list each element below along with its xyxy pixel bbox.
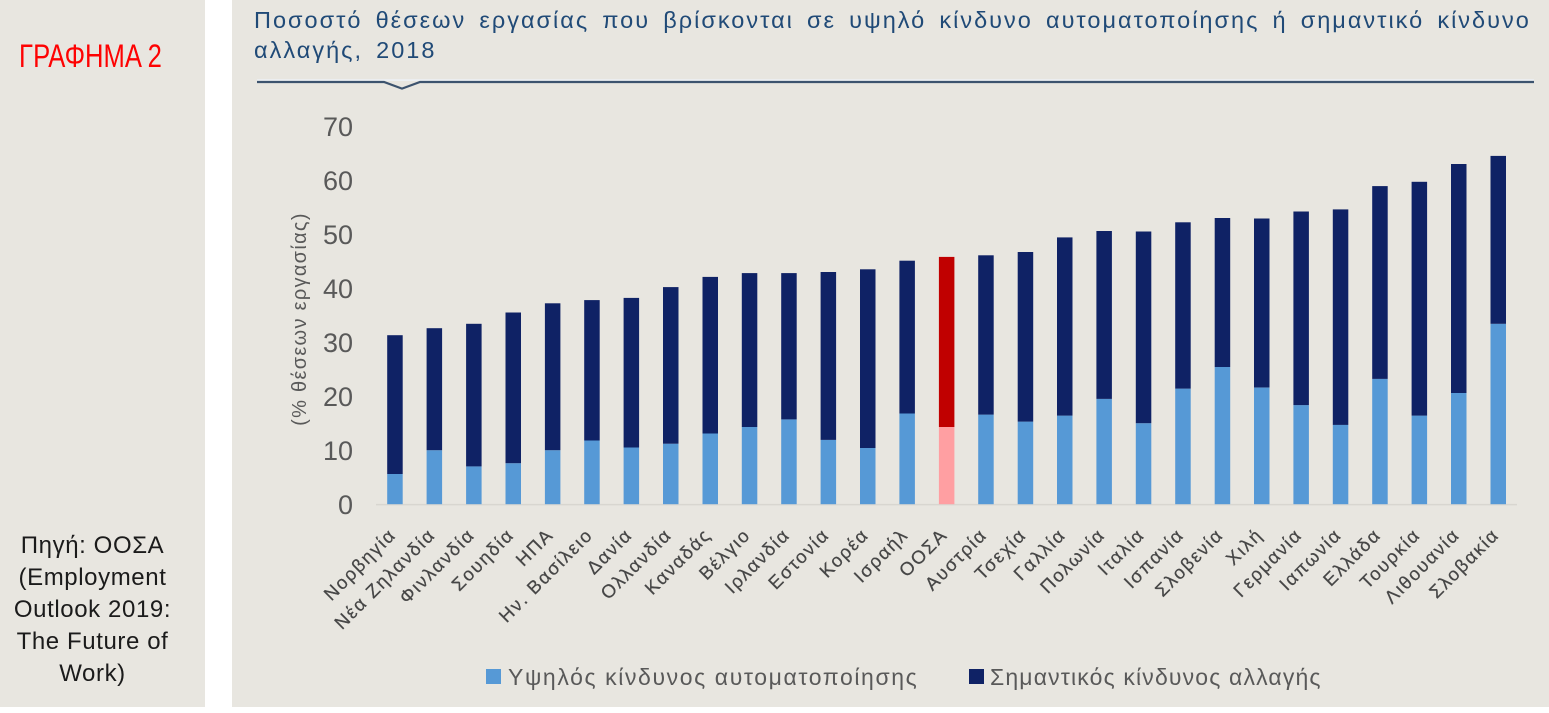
svg-text:20: 20 [323,382,353,412]
svg-text:70: 70 [323,112,353,142]
svg-text:Σημαντικός κίνδυνος αλλαγής: Σημαντικός κίνδυνος αλλαγής [990,664,1322,690]
svg-text:0: 0 [338,490,353,520]
svg-text:10: 10 [323,436,353,466]
svg-text:(% θέσεων εργασίας): (% θέσεων εργασίας) [289,212,311,426]
svg-text:30: 30 [323,328,353,358]
svg-text:Υψηλός κίνδυνος αυτοματοποίηση: Υψηλός κίνδυνος αυτοματοποίησης [508,664,918,690]
svg-text:60: 60 [323,166,353,196]
svg-text:40: 40 [323,274,353,304]
svg-text:50: 50 [323,220,353,250]
